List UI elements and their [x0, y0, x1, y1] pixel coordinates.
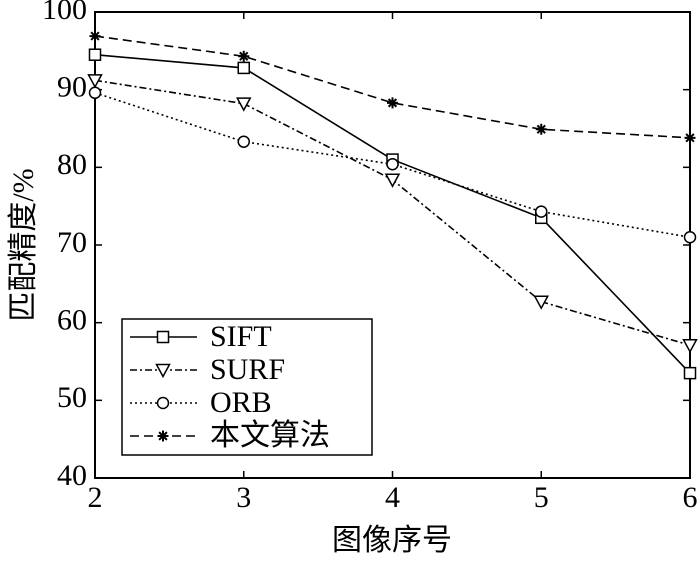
marker [87, 74, 103, 89]
marker [535, 205, 548, 218]
x-tick-label: 5 [534, 481, 549, 514]
marker [237, 135, 250, 148]
marker [682, 338, 698, 354]
legend-label: 本文算法 [210, 419, 330, 452]
x-tick-label: 4 [385, 481, 400, 514]
y-tick-label: 70 [57, 226, 87, 259]
marker [535, 123, 547, 135]
marker [533, 295, 550, 310]
marker [386, 157, 399, 171]
marker [684, 132, 696, 144]
legend-label: ORB [210, 386, 272, 419]
y-tick-label: 90 [57, 71, 87, 104]
marker [89, 30, 101, 42]
series-line [94, 79, 691, 346]
marker [683, 366, 697, 380]
y-tick-label: 50 [57, 381, 87, 414]
series-line [94, 35, 691, 139]
y-tick-label: 40 [57, 459, 87, 492]
y-tick-label: 60 [57, 304, 87, 337]
legend-label: SIFT [210, 320, 272, 353]
legend-marker [156, 396, 170, 410]
legend-marker [155, 363, 171, 379]
y-tick-label: 80 [57, 148, 87, 181]
x-axis-label: 图像序号 [332, 524, 452, 557]
x-tick-label: 6 [683, 481, 698, 514]
marker [387, 97, 398, 109]
legend-marker [157, 430, 169, 442]
marker [235, 97, 252, 112]
marker [88, 48, 102, 61]
marker [683, 230, 697, 244]
marker [238, 50, 250, 62]
y-tick-label: 100 [42, 0, 87, 26]
marker [88, 86, 102, 100]
legend-label: SURF [210, 353, 285, 386]
legend-marker [156, 330, 170, 344]
marker [384, 173, 401, 188]
x-tick-label: 3 [236, 481, 251, 514]
marker [237, 61, 250, 75]
x-tick-label: 2 [88, 481, 103, 514]
y-axis-label: 匹配精度/% [7, 168, 40, 321]
